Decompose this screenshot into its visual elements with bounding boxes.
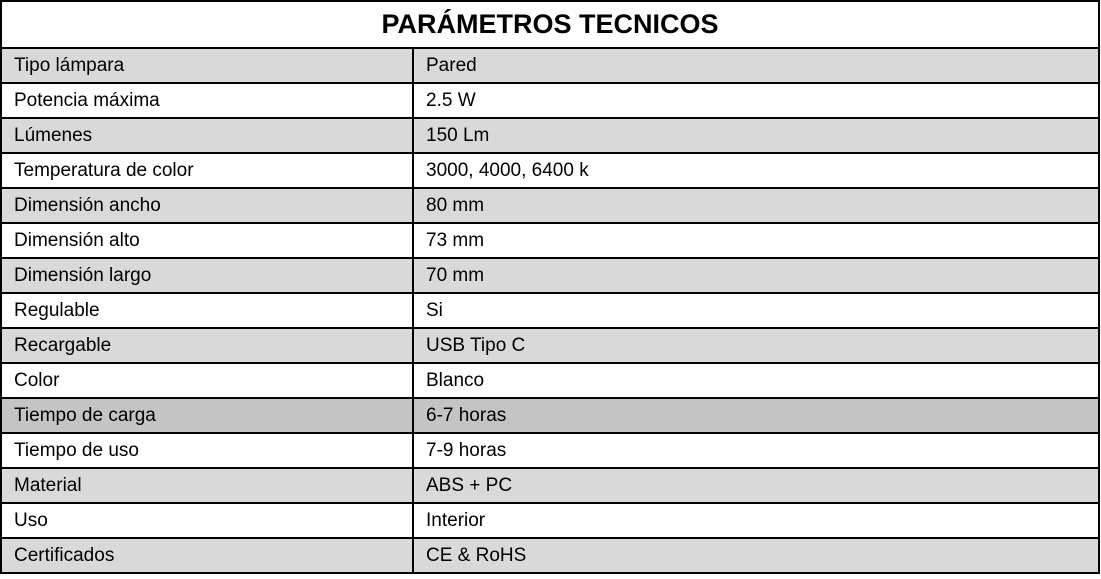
param-label: Tipo lámpara [0,47,414,84]
table-row: Color Blanco [0,362,1100,399]
table-row: Lúmenes 150 Lm [0,117,1100,154]
param-label: Lúmenes [0,117,414,154]
param-value: 73 mm [412,222,1100,259]
param-value: Pared [412,47,1100,84]
title-row: PARÁMETROS TECNICOS [0,0,1100,49]
table-row: Recargable USB Tipo C [0,327,1100,364]
param-value: Interior [412,502,1100,539]
param-label: Temperatura de color [0,152,414,189]
param-value: 3000, 4000, 6400 k [412,152,1100,189]
param-label: Regulable [0,292,414,329]
param-label: Dimensión ancho [0,187,414,224]
param-value: ABS + PC [412,467,1100,504]
table-row: Material ABS + PC [0,467,1100,504]
param-label: Uso [0,502,414,539]
param-label: Dimensión alto [0,222,414,259]
table-row: Dimensión alto 73 mm [0,222,1100,259]
table-row: Temperatura de color 3000, 4000, 6400 k [0,152,1100,189]
param-value: Si [412,292,1100,329]
param-value: Blanco [412,362,1100,399]
param-value: 7-9 horas [412,432,1100,469]
table-title: PARÁMETROS TECNICOS [0,0,1100,49]
param-label: Tiempo de uso [0,432,414,469]
param-label: Color [0,362,414,399]
param-label: Dimensión largo [0,257,414,294]
table-row: Dimensión largo 70 mm [0,257,1100,294]
table-row: Tipo lámpara Pared [0,47,1100,84]
table-row: Potencia máxima 2.5 W [0,82,1100,119]
table-row: Dimensión ancho 80 mm [0,187,1100,224]
table-row: Certificados CE & RoHS [0,537,1100,574]
param-label: Certificados [0,537,414,574]
param-value: 80 mm [412,187,1100,224]
table-row: Uso Interior [0,502,1100,539]
param-value: 2.5 W [412,82,1100,119]
param-value: USB Tipo C [412,327,1100,364]
param-value: 6-7 horas [412,397,1100,434]
table-row: Tiempo de carga 6-7 horas [0,397,1100,434]
table-row: Regulable Si [0,292,1100,329]
param-label: Recargable [0,327,414,364]
table-row: Tiempo de uso 7-9 horas [0,432,1100,469]
specs-body: Tipo lámpara Pared Potencia máxima 2.5 W Lúm… [0,47,1100,574]
param-label: Material [0,467,414,504]
param-value: CE & RoHS [412,537,1100,574]
param-value: 70 mm [412,257,1100,294]
param-label: Potencia máxima [0,82,414,119]
param-value: 150 Lm [412,117,1100,154]
param-label: Tiempo de carga [0,397,414,434]
